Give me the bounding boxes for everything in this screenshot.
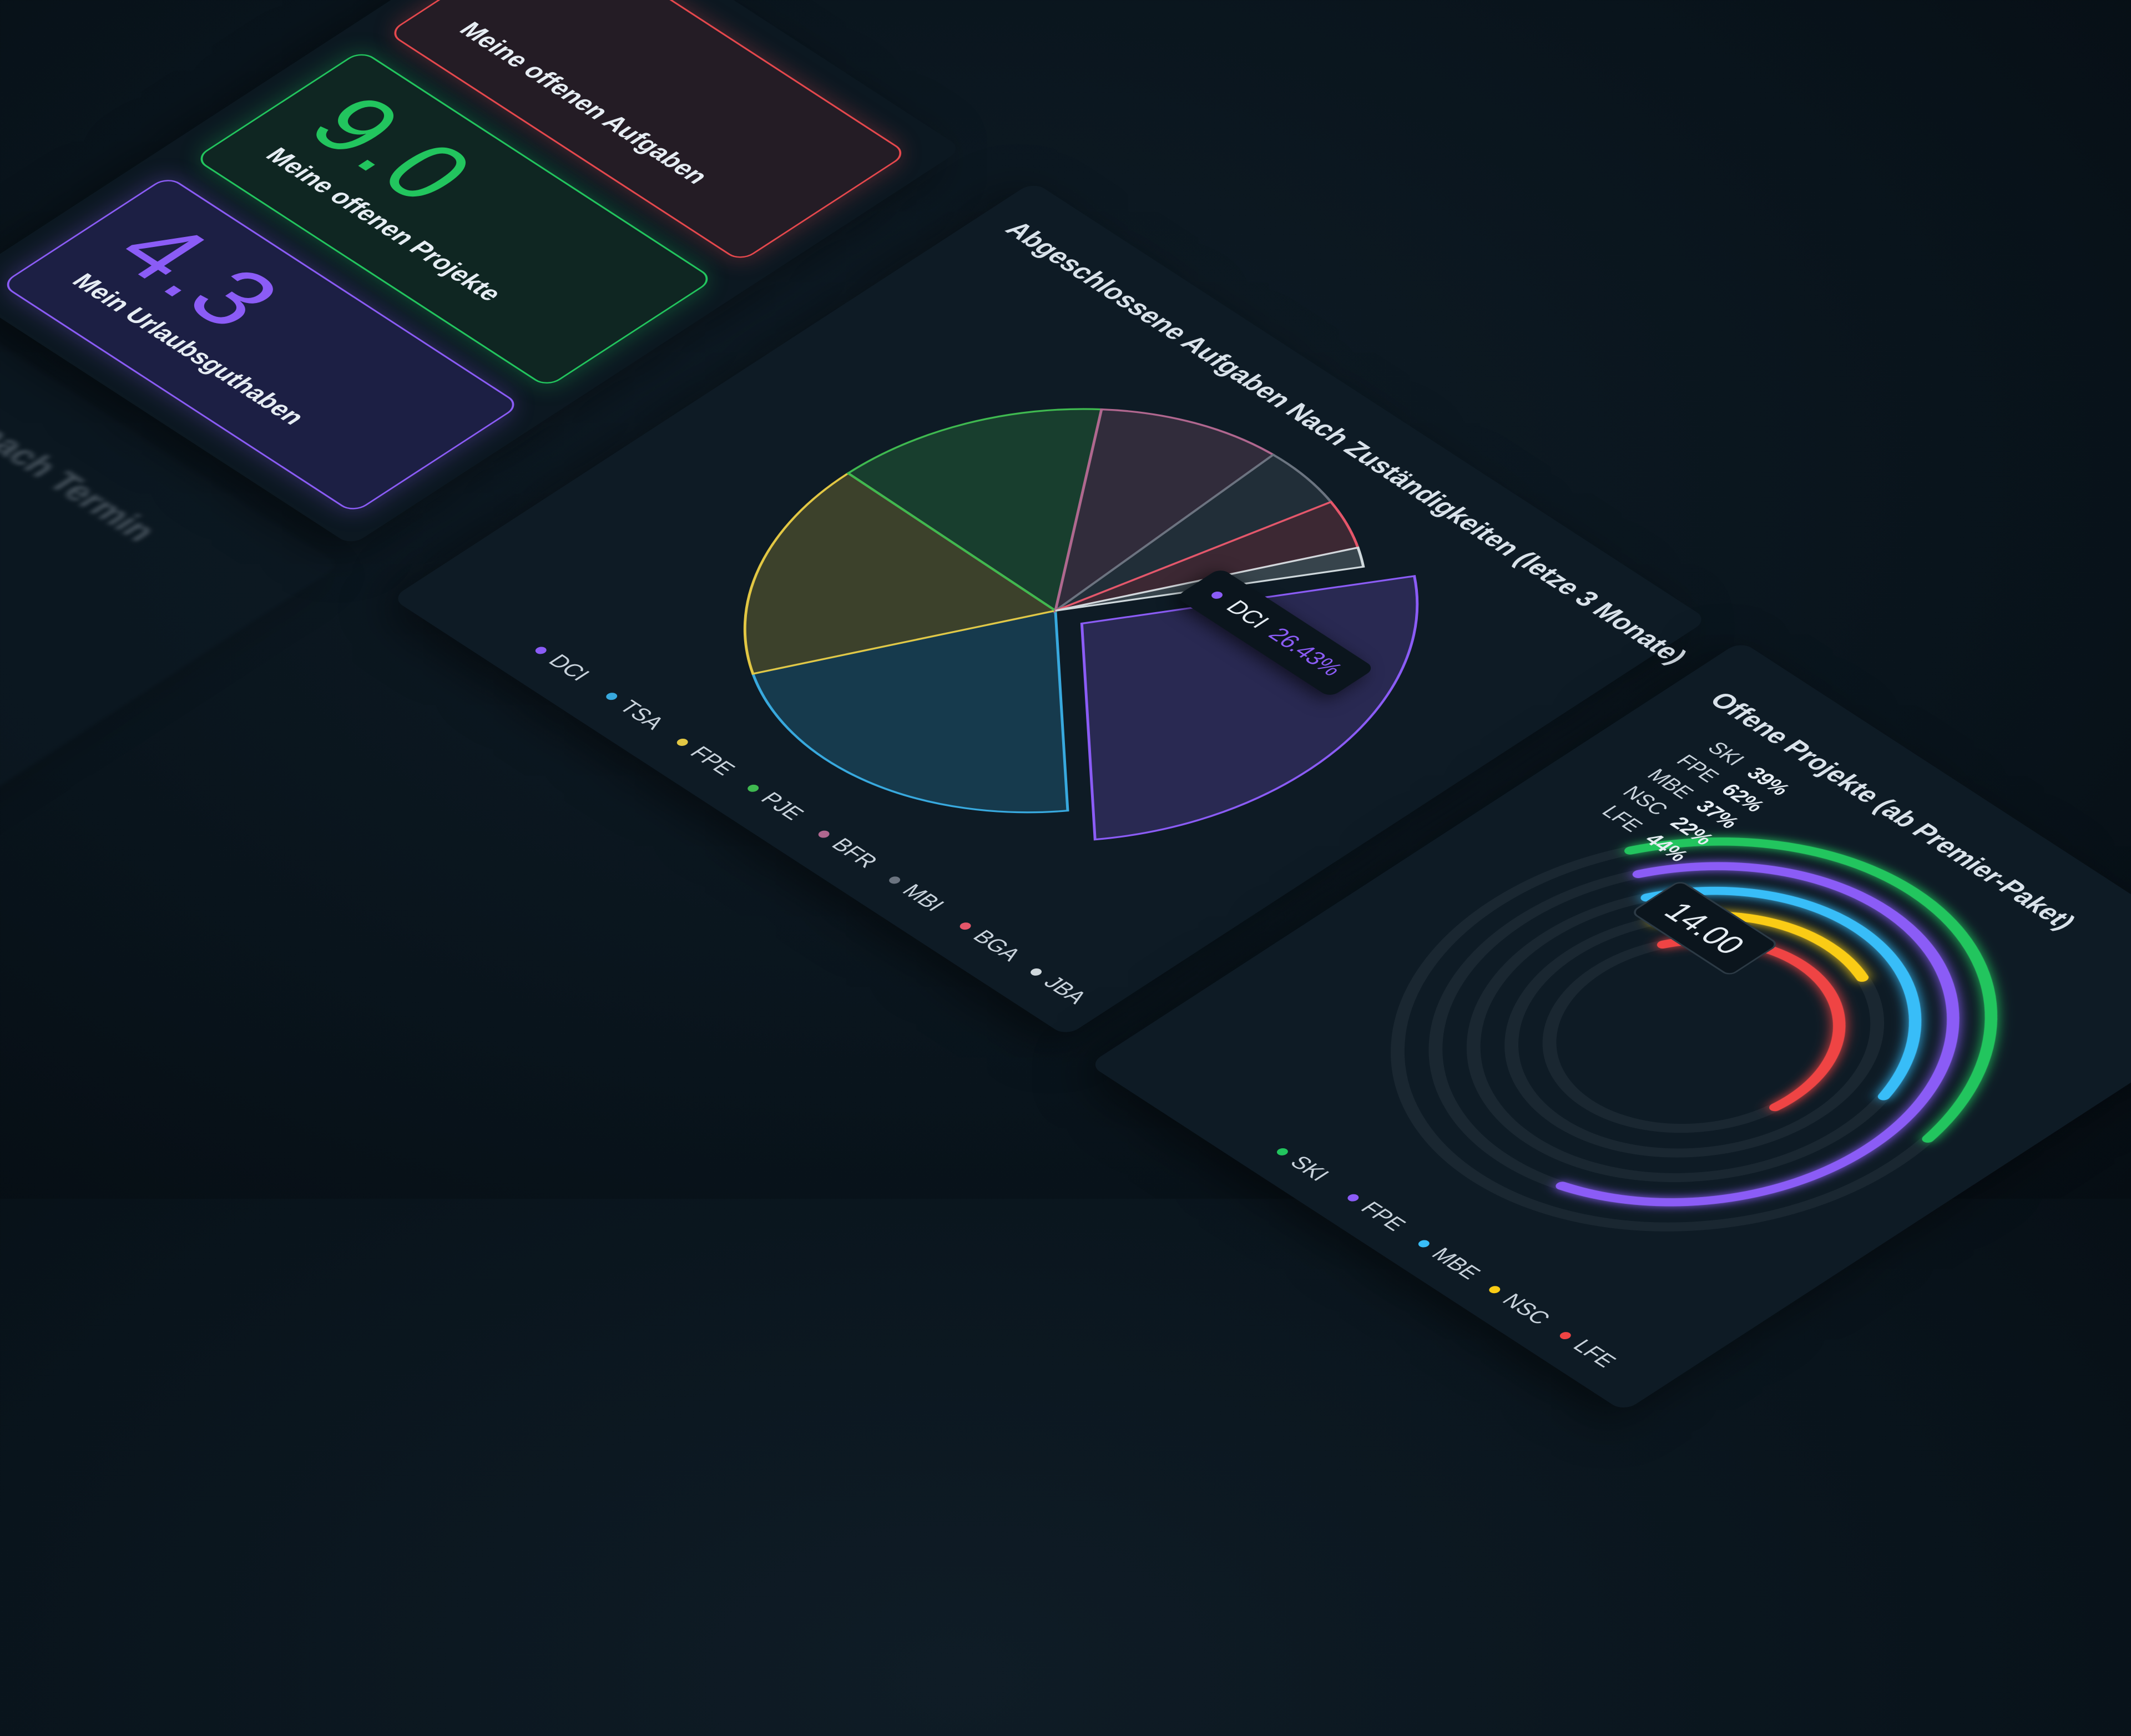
pie-chart <box>743 408 1419 841</box>
pie-panel: Abgeschlossene Aufgaben Nach Zuständigke… <box>391 181 1708 1037</box>
radial-panel: Offene Projekte (ab Premier-Paket) SKI 39… <box>1088 640 2131 1412</box>
pie-slice <box>751 609 1069 814</box>
page: Projekte nach Termin Meine offenen Aufga… <box>0 0 2131 1412</box>
pie-slice <box>1053 408 1275 614</box>
ring-bar <box>1624 837 1997 1143</box>
pie-slice <box>743 472 1058 675</box>
ring-bar <box>1556 862 1960 1207</box>
tooltip-name: DCI <box>1220 597 1275 632</box>
pie-slice <box>846 408 1103 613</box>
dashboard: Projekte nach Termin Meine offenen Aufga… <box>0 0 2131 1412</box>
tooltip-dot <box>1209 590 1225 600</box>
ring-bar <box>1640 886 1922 1101</box>
kpi-cards: Meine offenen Aufgaben 9.0 Meine offenen P… <box>0 0 909 514</box>
